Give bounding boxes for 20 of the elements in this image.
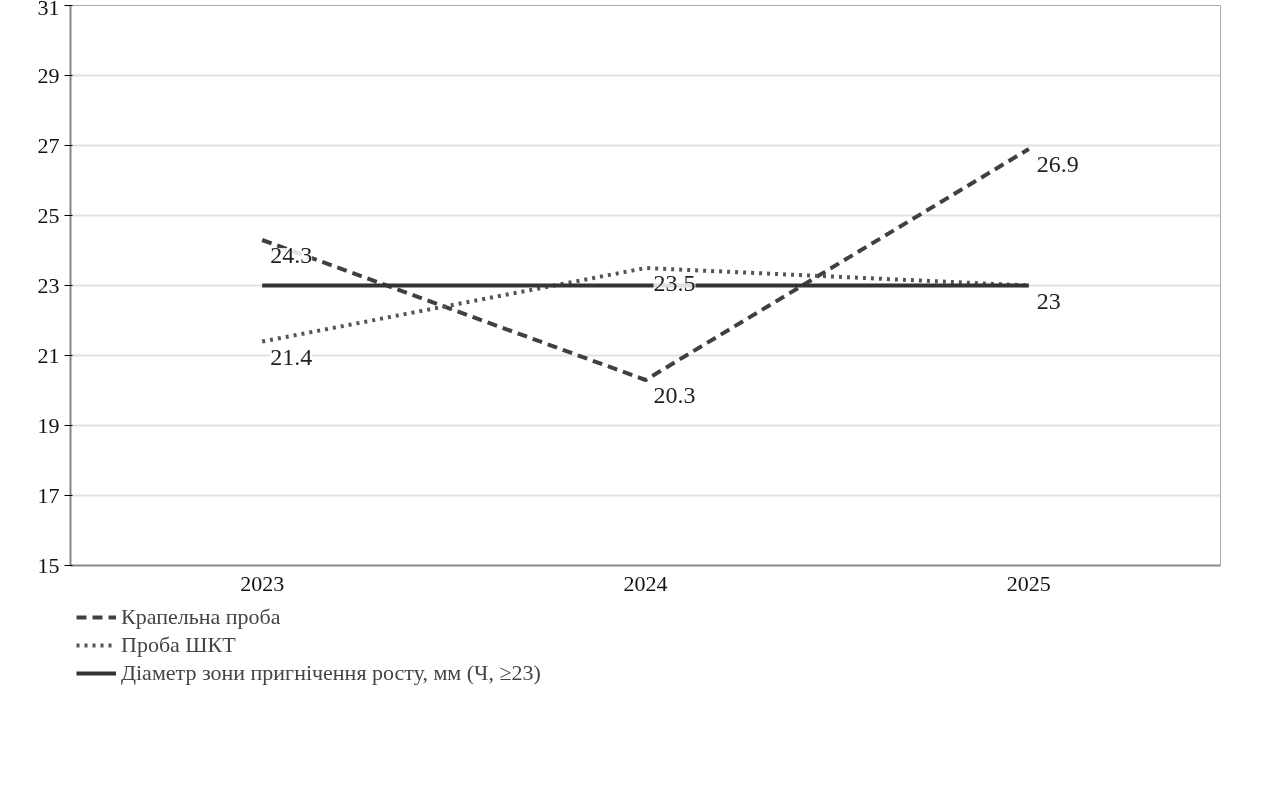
legend-label: Крапельна проба (121, 604, 281, 630)
x-tick-label: 2025 (1006, 570, 1051, 596)
data-label: 24.3 (270, 242, 313, 268)
data-label: 26.9 (1036, 151, 1079, 177)
y-tick-label: 27 (37, 132, 60, 158)
y-tick-label: 23 (37, 272, 60, 298)
legend-label: Діаметр зони пригнічення росту, мм (Ч, ≥23) (121, 660, 541, 686)
y-tick-label: 19 (37, 412, 60, 438)
x-tick-label: 2024 (623, 570, 668, 596)
y-tick-label: 21 (37, 342, 60, 368)
data-label: 20.3 (653, 382, 696, 408)
y-tick-label: 31 (37, 0, 60, 20)
y-tick-label: 29 (37, 62, 60, 88)
data-label: 21.4 (270, 343, 313, 370)
data-label: 23 (1036, 287, 1061, 314)
x-tick-label: 2023 (240, 570, 285, 596)
y-tick-label: 15 (37, 552, 60, 578)
legend-label: Проба ШКТ (121, 632, 236, 658)
y-tick-label: 17 (37, 482, 60, 508)
y-tick-label: 25 (37, 202, 60, 228)
